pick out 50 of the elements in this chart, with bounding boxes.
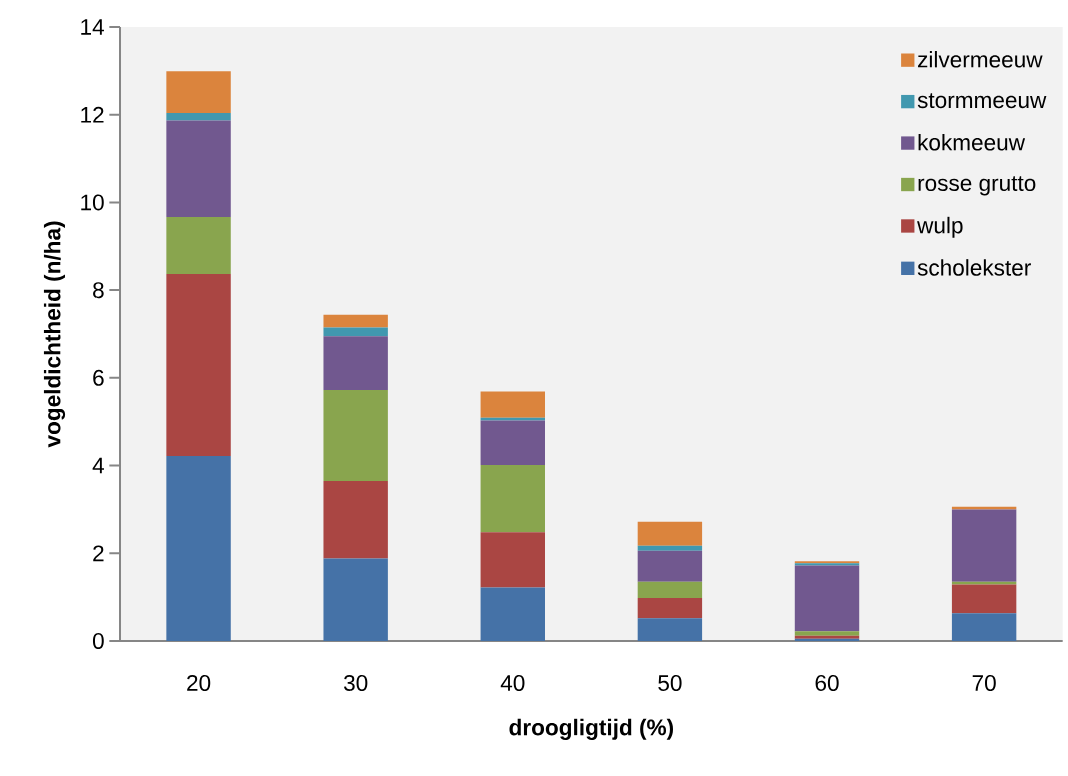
bar: [166, 216, 231, 274]
y-tick-label: 14: [81, 19, 104, 35]
y-tick-label: 6: [93, 369, 104, 386]
y-axis-title: vogeldichtheid (n/ha): [43, 221, 66, 448]
bar: [480, 465, 545, 533]
bar: [951, 584, 1017, 614]
x-tick-label: 20: [187, 675, 211, 692]
bar: [637, 521, 703, 546]
y-tick-label: 8: [93, 282, 104, 299]
bar: [951, 509, 1017, 582]
x-tick-label: 70: [972, 675, 996, 692]
y-tick-label: 2: [93, 545, 104, 562]
bar: [166, 112, 231, 121]
bar: [323, 480, 388, 559]
bar: [166, 71, 231, 113]
legend-label: stormmeeuw: [917, 93, 1047, 109]
bar: [323, 327, 388, 337]
bar: [637, 598, 703, 619]
bar: [323, 390, 388, 481]
bar: [323, 314, 388, 328]
bar: [794, 631, 860, 636]
bar: [323, 558, 388, 641]
y-tick-label: 12: [81, 106, 104, 123]
bar: [480, 532, 545, 588]
bar: [480, 420, 545, 466]
bar: [323, 336, 388, 391]
x-tick-label: 30: [343, 675, 368, 692]
y-tick-label: 0: [92, 632, 104, 649]
bar: [794, 565, 860, 632]
legend-label: scholekster: [917, 259, 1031, 276]
x-tick-label: 40: [500, 675, 525, 692]
x-tick-label: 60: [815, 675, 839, 692]
bar: [480, 391, 545, 418]
bar: [637, 550, 703, 582]
legend-label: wulp: [917, 216, 963, 238]
x-tick-label: 50: [658, 675, 682, 692]
y-tick-label: 10: [81, 194, 104, 211]
bar: [951, 613, 1017, 641]
legend-label: rosse grutto: [918, 176, 1036, 196]
bar: [166, 455, 231, 641]
bar: [166, 120, 231, 217]
x-axis-title: droogligtijd (%): [509, 718, 674, 740]
bar: [166, 273, 231, 456]
bar: [480, 587, 545, 641]
bar: [637, 545, 703, 551]
legend-label: zilvermeeuw: [918, 50, 1043, 68]
bar: [637, 618, 703, 641]
legend-label: kokmeeuw: [918, 133, 1026, 151]
bar: [637, 581, 703, 598]
y-tick-label: 4: [92, 457, 104, 474]
